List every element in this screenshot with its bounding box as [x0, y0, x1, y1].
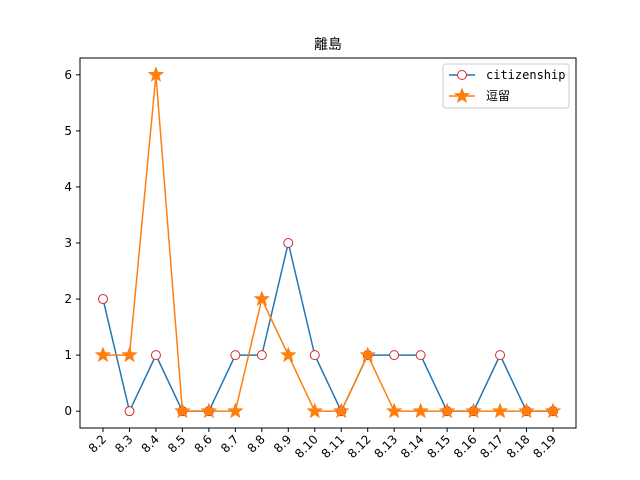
legend-label-stay: 逗留: [486, 89, 510, 103]
legend-label-citizenship: citizenship: [486, 68, 565, 82]
data-point-stay: [333, 402, 350, 419]
x-tick-label: 8.18: [504, 432, 533, 461]
x-tick-label: 8.13: [372, 432, 401, 461]
data-point-stay: [491, 402, 509, 419]
y-tick-label: 3: [64, 236, 72, 250]
x-tick-label: 8.8: [245, 432, 268, 455]
data-point-stay: [280, 346, 297, 363]
data-point-stay: [147, 66, 165, 82]
data-point-stay: [174, 402, 191, 419]
data-point-citizenship: [283, 238, 294, 248]
series-line-1: [103, 74, 553, 412]
data-point-stay: [200, 402, 218, 419]
data-point-stay: [385, 402, 403, 419]
legend-star-shape: [453, 87, 471, 103]
data-point-stay: [412, 402, 429, 419]
data-point-stay: [227, 402, 244, 419]
data-point-stay: [359, 346, 376, 363]
x-tick-label: 8.12: [345, 432, 374, 461]
y-tick-label: 0: [64, 404, 72, 418]
x-tick-label: 8.14: [398, 432, 427, 461]
series-layer: [94, 66, 562, 419]
x-tick-label: 8.9: [271, 432, 294, 455]
chart-title: 離島: [314, 36, 342, 53]
data-point-citizenship: [256, 350, 267, 361]
data-point-stay: [518, 402, 535, 419]
y-tick-label: 5: [64, 124, 72, 138]
data-point-citizenship: [230, 350, 241, 361]
y-axis: 0 1 2 3 4 5 6: [64, 68, 80, 418]
legend: citizenship 逗留: [442, 63, 570, 109]
data-point-stay: [121, 346, 138, 363]
data-point-citizenship: [389, 350, 400, 361]
x-tick-label: 8.2: [86, 432, 109, 455]
y-tick-label: 1: [64, 348, 72, 362]
y-tick-label: 6: [64, 68, 72, 82]
x-tick-label: 8.16: [451, 432, 480, 461]
data-point-stay: [465, 402, 482, 419]
series-line-0: [102, 242, 553, 412]
x-tick-label: 8.6: [192, 432, 215, 455]
legend-marker-citizenship: [457, 70, 467, 80]
data-point-citizenship: [415, 350, 426, 361]
data-point-citizenship: [150, 350, 161, 361]
x-tick-label: 8.3: [112, 432, 135, 455]
legend-marker-stay: [453, 87, 471, 103]
y-tick-label: 2: [64, 292, 72, 306]
x-tick-label: 8.5: [165, 432, 188, 455]
x-axis: 8.2 8.3 8.4 8.5 8.6 8.7 8.8 8.98.108.118.128.13…: [86, 428, 559, 461]
data-point-citizenship: [495, 350, 506, 361]
x-tick-label: 8.17: [477, 432, 506, 461]
x-tick-label: 8.15: [424, 432, 453, 461]
data-point-stay: [306, 402, 323, 419]
x-tick-label: 8.11: [319, 432, 348, 461]
plot-frame: [79, 57, 577, 429]
data-point-stay: [438, 402, 456, 419]
data-point-citizenship: [124, 406, 135, 417]
data-point-citizenship: [98, 294, 108, 305]
y-tick-label: 4: [64, 180, 72, 194]
x-tick-label: 8.7: [218, 432, 241, 455]
data-point-stay: [544, 402, 562, 419]
data-point-stay: [253, 290, 271, 307]
x-tick-label: 8.4: [139, 432, 162, 455]
data-point-stay: [94, 346, 112, 363]
data-point-citizenship: [309, 350, 320, 361]
x-tick-label: 8.19: [530, 432, 559, 461]
x-tick-label: 8.10: [292, 432, 321, 461]
